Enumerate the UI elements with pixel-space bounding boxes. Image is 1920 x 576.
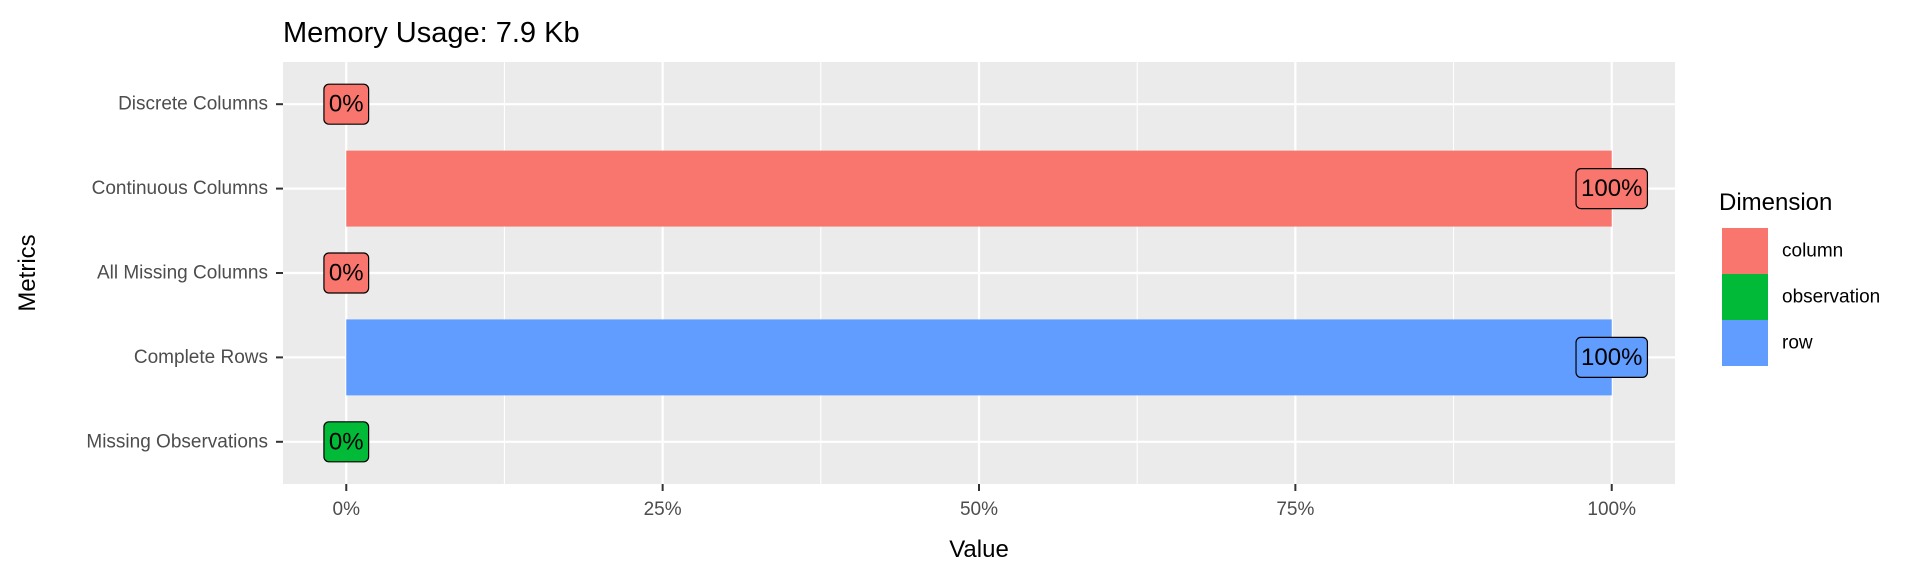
x-axis-title: Value xyxy=(949,536,1009,563)
data-label: 0% xyxy=(323,252,370,294)
data-label: 0% xyxy=(323,83,370,125)
legend-label-row: row xyxy=(1782,333,1813,354)
data-label-text: 100% xyxy=(1581,344,1642,371)
x-tick-label: 75% xyxy=(1276,499,1314,520)
x-tick-label: 50% xyxy=(960,499,998,520)
data-label-text: 100% xyxy=(1581,175,1642,202)
chart-title: Memory Usage: 7.9 Kb xyxy=(283,17,580,49)
bars-layer xyxy=(346,150,1612,396)
y-tick-label: Discrete Columns xyxy=(118,94,268,115)
x-tick-label: 25% xyxy=(644,499,682,520)
bar-continuous-columns xyxy=(346,150,1612,227)
data-label-box xyxy=(1575,168,1649,210)
y-axis-title: Metrics xyxy=(14,234,41,311)
legend-label-observation: observation xyxy=(1782,287,1880,308)
legend-key-column xyxy=(1722,228,1768,274)
x-tick-label: 0% xyxy=(333,499,361,520)
y-tick-label: Continuous Columns xyxy=(92,178,268,199)
legend: Dimension column observation row xyxy=(1719,189,1880,366)
legend-key-observation xyxy=(1722,274,1768,320)
y-axis: Discrete Columns Continuous Columns All Mi… xyxy=(86,94,283,452)
data-label: 100% xyxy=(1575,168,1649,210)
data-label-text: 0% xyxy=(329,260,364,287)
data-label-box xyxy=(323,83,370,125)
legend-label-column: column xyxy=(1782,241,1843,262)
data-label-box xyxy=(1575,336,1649,378)
data-label-box xyxy=(323,421,370,463)
x-axis: 0% 25% 50% 75% 100% xyxy=(333,484,1636,520)
y-tick-label: Complete Rows xyxy=(134,347,268,368)
data-labels-layer: 0% 100% 0% 100% 0% xyxy=(323,83,1649,463)
data-label: 0% xyxy=(323,421,370,463)
data-label-text: 0% xyxy=(329,428,364,455)
legend-title: Dimension xyxy=(1719,189,1832,216)
bar-complete-rows xyxy=(346,319,1612,396)
y-tick-label: All Missing Columns xyxy=(97,263,268,284)
data-label-text: 0% xyxy=(329,91,364,118)
data-label-box xyxy=(323,252,370,294)
x-tick-label: 100% xyxy=(1587,499,1636,520)
legend-key-row xyxy=(1722,320,1768,366)
y-tick-label: Missing Observations xyxy=(86,431,268,452)
data-label: 100% xyxy=(1575,336,1649,378)
